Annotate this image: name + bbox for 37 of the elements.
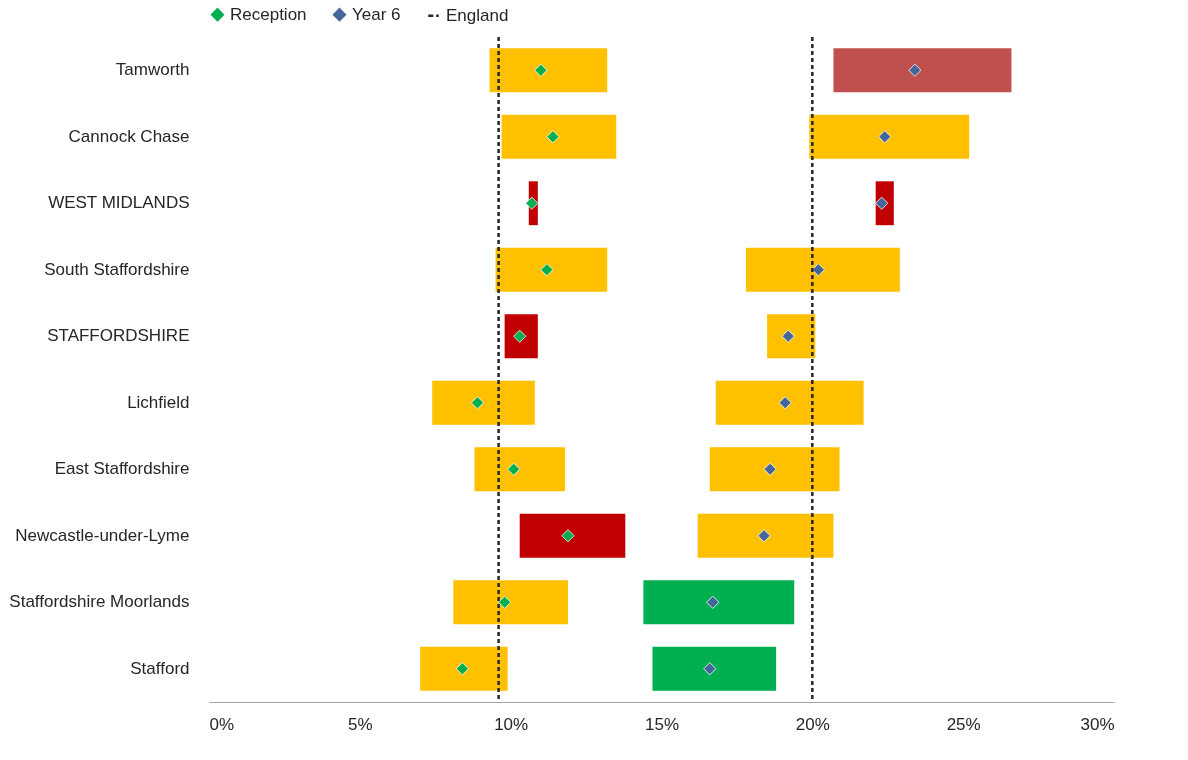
legend-label: Year 6 [352,4,401,24]
point [763,462,777,476]
x-tick-label: 0% [209,714,235,734]
point [498,595,512,609]
y-tick-label: Cannock Chase [68,126,190,146]
point [546,130,560,144]
legend-label: Reception [230,4,307,24]
point [706,595,720,609]
point [540,263,554,277]
point [525,196,539,210]
y-tick-label: East Staffordshire [54,459,190,479]
x-tick-label: 5% [348,714,373,734]
point [534,63,548,77]
y-tick-label: STAFFORDSHIRE [47,326,190,346]
legend-label: England [446,5,509,25]
point [561,529,575,543]
point [703,662,717,676]
point [908,63,922,77]
x-tick-label: 30% [1080,714,1115,734]
x-tick-label: 15% [644,714,680,734]
y-tick-label: Staffordshire Moorlands [9,592,190,612]
point [757,529,771,543]
y-tick-label: Newcastle-under-Lyme [15,525,190,545]
point [878,130,892,144]
y-tick-label: Stafford [130,658,190,678]
x-tick-label: 25% [946,714,981,734]
y-tick-label: Tamworth [115,60,190,80]
point [455,662,469,676]
point [470,396,485,410]
point [507,462,521,476]
x-tick-label: 10% [494,714,529,734]
y-tick-label: South Staffordshire [44,259,190,279]
x-tick-label: 20% [795,714,830,734]
point [811,263,825,277]
y-tick-label: WEST MIDLANDS [48,193,190,213]
y-tick-label: Lichfield [127,392,190,412]
point [778,396,792,410]
